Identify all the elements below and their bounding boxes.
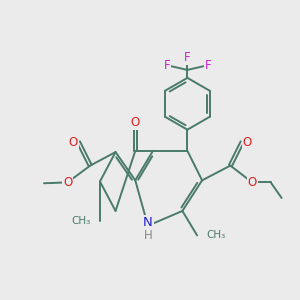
Text: O: O bbox=[68, 136, 78, 148]
Text: O: O bbox=[248, 176, 257, 189]
Text: CH₃: CH₃ bbox=[206, 230, 225, 240]
Text: F: F bbox=[164, 59, 170, 72]
Text: H: H bbox=[144, 229, 152, 242]
Text: F: F bbox=[205, 59, 211, 72]
Text: O: O bbox=[131, 116, 140, 129]
Text: F: F bbox=[184, 51, 191, 64]
Text: O: O bbox=[63, 176, 72, 189]
Text: N: N bbox=[143, 216, 153, 229]
Text: CH₃: CH₃ bbox=[72, 216, 91, 226]
Text: O: O bbox=[243, 136, 252, 148]
